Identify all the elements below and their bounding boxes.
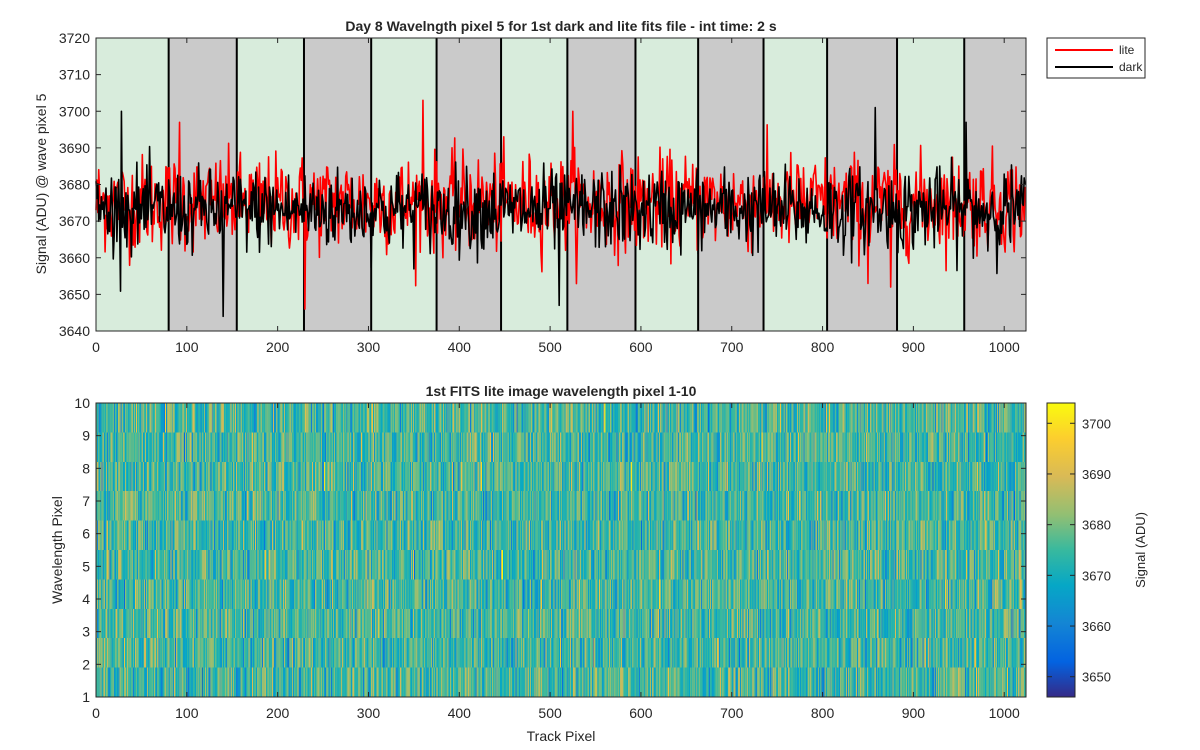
y-tick-label: 5 xyxy=(82,558,90,574)
line-chart-title: Day 8 Wavelngth pixel 5 for 1st dark and… xyxy=(345,18,776,34)
y-tick-label: 3640 xyxy=(59,323,90,339)
x-axis-ticks: 0 100 200 300 400 500 600 700 800 900 1000 xyxy=(92,38,1020,355)
x-tick-label: 100 xyxy=(175,705,199,721)
legend-lite-label: lite xyxy=(1119,43,1135,57)
heatmap-image xyxy=(96,403,1026,697)
y-tick-label: 3710 xyxy=(59,67,90,83)
y-tick-label: 3700 xyxy=(59,103,90,119)
x-tick-label: 0 xyxy=(92,339,100,355)
plot-series xyxy=(95,99,1026,318)
x-tick-label: 500 xyxy=(538,339,562,355)
y-tick-label: 6 xyxy=(82,526,90,542)
y-tick-label: 10 xyxy=(74,395,90,411)
heatmap-axes-box xyxy=(95,402,1027,698)
x-tick-label: 400 xyxy=(448,705,472,721)
legend: lite dark xyxy=(1046,37,1146,79)
x-tick-label: 900 xyxy=(902,705,926,721)
y-tick-label: 1 xyxy=(82,689,90,705)
colorbar-tick-label: 3650 xyxy=(1082,670,1111,685)
heatmap-title: 1st FITS lite image wavelength pixel 1-1… xyxy=(426,383,697,399)
y-tick-label: 3670 xyxy=(59,213,90,229)
x-tick-label: 1000 xyxy=(989,339,1020,355)
colorbar-tick-label: 3680 xyxy=(1082,518,1111,533)
x-tick-label: 300 xyxy=(357,705,381,721)
background-bands xyxy=(96,38,1026,331)
colorbar-tick-label: 3670 xyxy=(1082,568,1111,583)
y-tick-label: 3690 xyxy=(59,140,90,156)
x-tick-label: 1000 xyxy=(989,705,1020,721)
x-tick-label: 500 xyxy=(538,705,562,721)
x-tick-label: 800 xyxy=(811,339,835,355)
x-tick-label: 0 xyxy=(92,705,100,721)
x-tick-label: 700 xyxy=(720,705,744,721)
colorbar: 3650 3660 3670 3680 3690 3700 Signal (ADU) xyxy=(1046,402,1148,698)
background-band xyxy=(436,38,502,331)
x-tick-label: 100 xyxy=(175,339,199,355)
colorbar-ticks: 3650 3660 3670 3680 3690 3700 xyxy=(1047,416,1111,685)
y-tick-label: 3650 xyxy=(59,286,90,302)
x-tick-label: 200 xyxy=(266,705,290,721)
legend-box xyxy=(1046,37,1146,79)
heatmap-xlabel: Track Pixel xyxy=(527,728,596,744)
heatmap-chart: 0 100 200 300 400 500 600 700 800 900 1000 1 2 3 4 5 6 7… xyxy=(49,383,1148,744)
y-axis-ticks: 1 2 3 4 5 6 7 8 9 10 xyxy=(74,395,1026,705)
series-line-dark xyxy=(95,106,1026,318)
y-tick-label: 3720 xyxy=(59,30,90,46)
y-tick-label: 8 xyxy=(82,460,90,476)
y-tick-label: 2 xyxy=(82,656,90,672)
x-axis-ticks: 0 100 200 300 400 500 600 700 800 900 1000 xyxy=(92,403,1020,721)
heatmap-cells xyxy=(96,403,1026,697)
colorbar-gradient xyxy=(1046,402,1076,698)
colorbar-tick-label: 3700 xyxy=(1082,416,1111,431)
y-axis-ticks: 3640 3650 3660 3670 3680 3690 3700 3710 3720 xyxy=(59,30,1026,339)
line-chart-ylabel: Signal (ADU) @ wave pixel 5 xyxy=(33,93,49,274)
x-tick-label: 200 xyxy=(266,339,290,355)
x-tick-label: 400 xyxy=(448,339,472,355)
x-tick-label: 300 xyxy=(357,339,381,355)
heatmap-ylabel: Wavelength Pixel xyxy=(49,496,65,604)
x-tick-label: 600 xyxy=(629,705,653,721)
colorbar-tick-label: 3690 xyxy=(1082,467,1111,482)
x-tick-label: 700 xyxy=(720,339,744,355)
y-tick-label: 3680 xyxy=(59,177,90,193)
colorbar-tick-label: 3660 xyxy=(1082,619,1111,634)
y-tick-label: 3 xyxy=(82,624,90,640)
x-tick-label: 600 xyxy=(629,339,653,355)
line-chart: 0 100 200 300 400 500 600 700 800 900 1000 3640 365… xyxy=(33,18,1146,355)
y-tick-label: 9 xyxy=(82,428,90,444)
x-tick-label: 800 xyxy=(811,705,835,721)
y-tick-label: 3660 xyxy=(59,250,90,266)
background-band xyxy=(236,38,304,331)
y-tick-label: 7 xyxy=(82,493,90,509)
colorbar-label: Signal (ADU) xyxy=(1133,512,1148,588)
x-tick-label: 900 xyxy=(902,339,926,355)
legend-dark-label: dark xyxy=(1119,60,1143,74)
y-tick-label: 4 xyxy=(82,591,90,607)
